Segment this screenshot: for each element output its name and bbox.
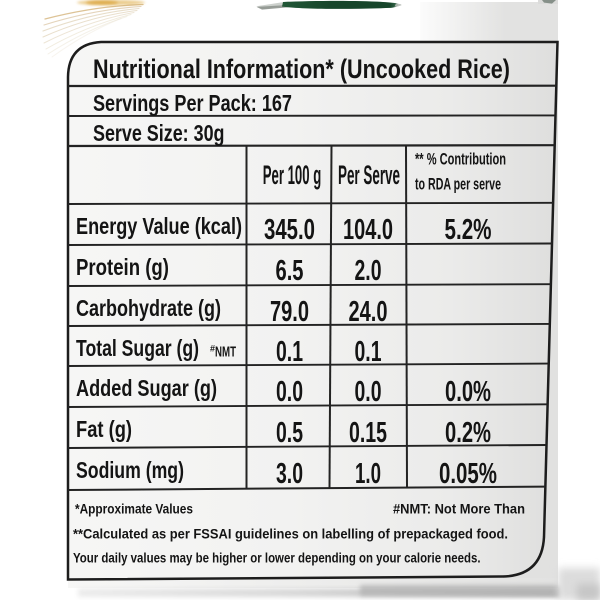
svg-text:24.0: 24.0 <box>349 296 388 328</box>
svg-text:to RDA per serve: to RDA per serve <box>415 176 501 194</box>
svg-text:0.2%: 0.2% <box>445 417 491 449</box>
svg-text:NMT: NMT <box>215 345 236 361</box>
svg-text:2.0: 2.0 <box>355 255 382 287</box>
svg-text:Servings Per Pack: 167: Servings Per Pack: 167 <box>93 90 292 116</box>
svg-text:Energy Value (kcal): Energy Value (kcal) <box>76 213 242 239</box>
svg-text:**Calculated as per FSSAI guid: **Calculated as per FSSAI guidelines on … <box>73 525 508 541</box>
svg-text:1.0: 1.0 <box>355 458 381 490</box>
svg-text:Total Sugar (g): Total Sugar (g) <box>76 335 199 361</box>
svg-text:0.0: 0.0 <box>276 376 303 408</box>
svg-text:0.5: 0.5 <box>276 417 303 449</box>
svg-text:Per 100 g: Per 100 g <box>263 160 322 190</box>
svg-text:79.0: 79.0 <box>270 296 309 328</box>
svg-text:6.5: 6.5 <box>276 255 304 287</box>
svg-text:** % Contribution: ** % Contribution <box>415 151 506 169</box>
svg-text:Serve Size: 30g: Serve Size: 30g <box>93 120 225 146</box>
svg-text:3.0: 3.0 <box>276 458 303 490</box>
svg-text:Nutritional Information* (Unco: Nutritional Information* (Uncooked Rice) <box>93 54 510 84</box>
svg-text:5.2%: 5.2% <box>445 214 492 246</box>
svg-text:Your daily values may be highe: Your daily values may be higher or lower… <box>73 550 481 566</box>
svg-text:0.15: 0.15 <box>349 417 387 449</box>
svg-text:0.1: 0.1 <box>276 336 303 368</box>
svg-text:Protein (g): Protein (g) <box>76 254 169 280</box>
svg-text:#: # <box>210 344 215 354</box>
svg-text:345.0: 345.0 <box>264 214 315 246</box>
svg-text:0.1: 0.1 <box>355 336 382 368</box>
svg-text:0.0: 0.0 <box>355 376 382 408</box>
svg-text:Per Serve: Per Serve <box>338 160 400 190</box>
svg-text:*Approximate Values: *Approximate Values <box>75 501 193 517</box>
svg-text:104.0: 104.0 <box>343 214 393 246</box>
svg-text:0.05%: 0.05% <box>439 458 497 490</box>
svg-text:Carbohydrate (g): Carbohydrate (g) <box>76 295 221 321</box>
svg-text:Fat (g): Fat (g) <box>76 416 132 442</box>
svg-text:#NMT: Not More Than: #NMT: Not More Than <box>393 501 525 517</box>
svg-text:Added Sugar (g): Added Sugar (g) <box>76 375 217 401</box>
svg-text:0.0%: 0.0% <box>445 376 491 408</box>
svg-text:Sodium (mg): Sodium (mg) <box>76 457 184 483</box>
